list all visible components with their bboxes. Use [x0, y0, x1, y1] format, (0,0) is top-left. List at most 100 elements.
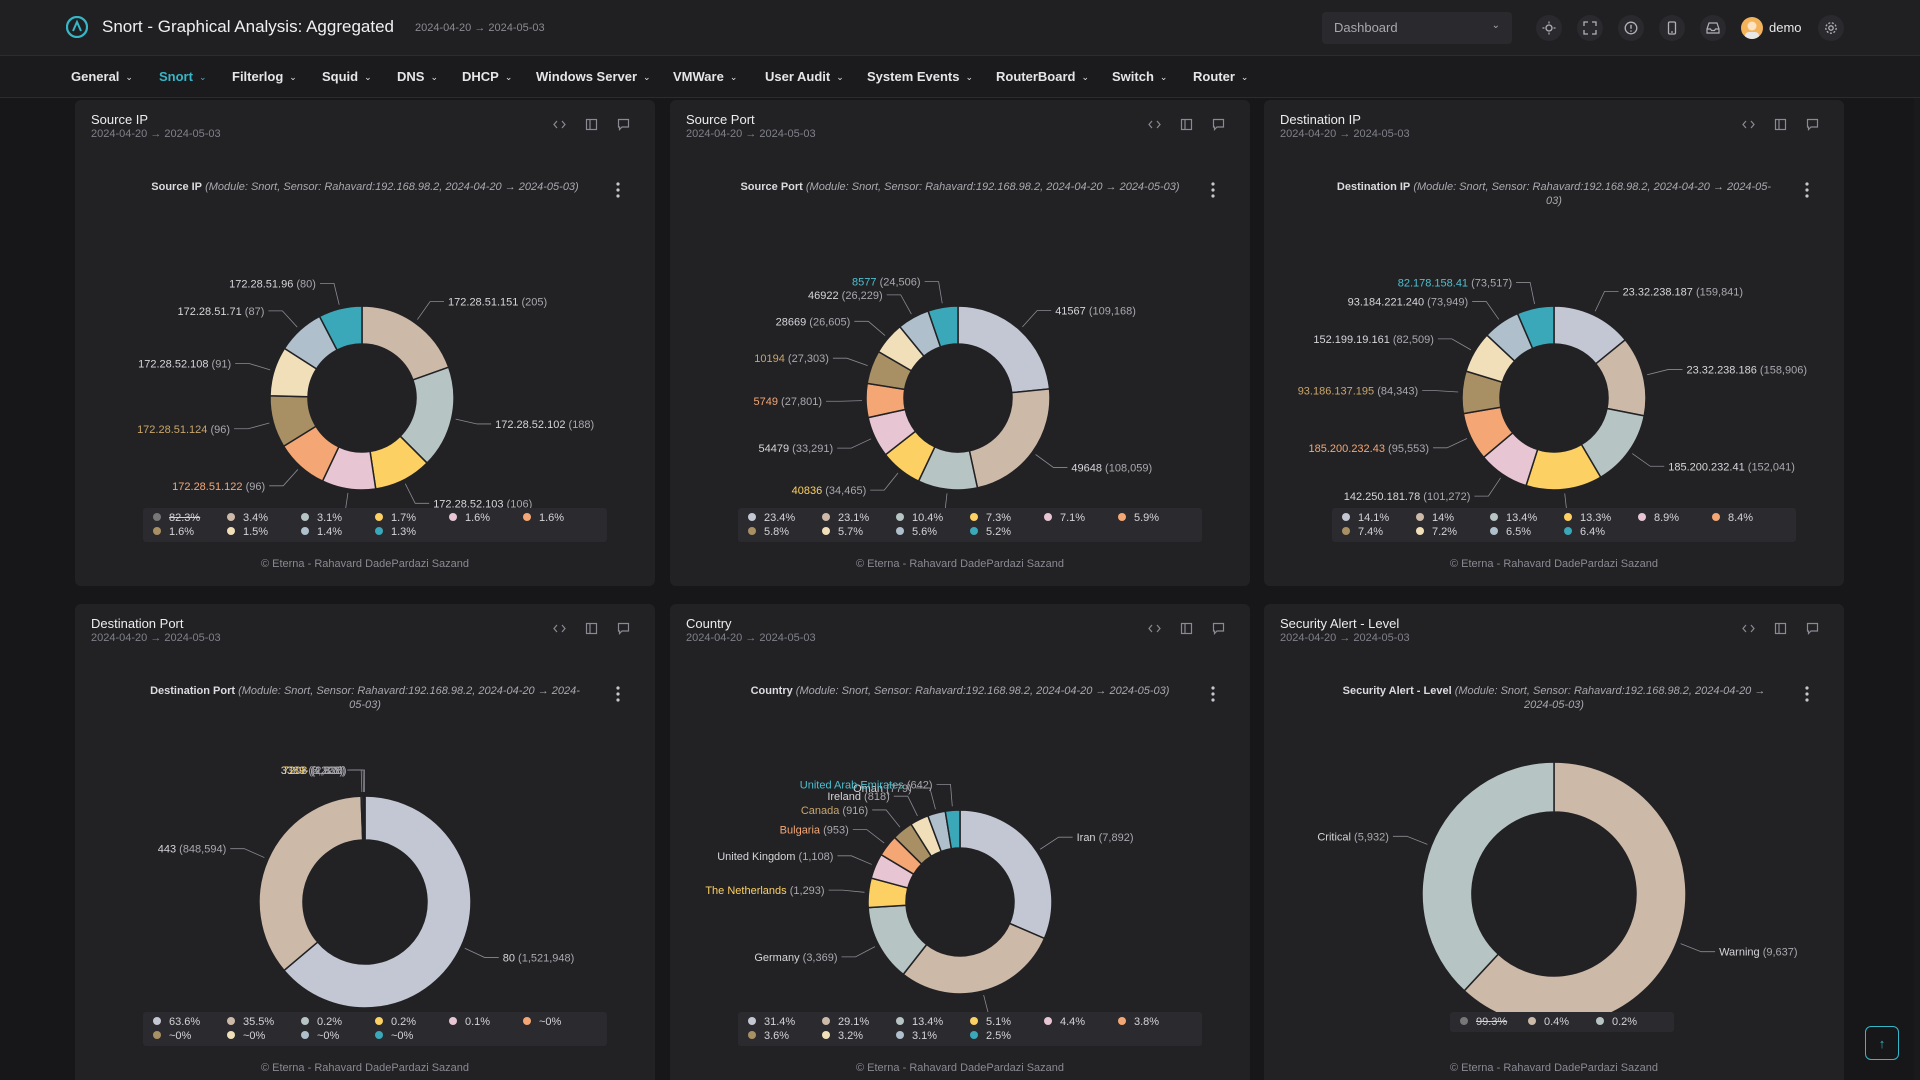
legend-item[interactable]: 3.6% [748, 1030, 822, 1042]
table-view-button[interactable] [1178, 117, 1194, 131]
donut-slice[interactable] [1516, 305, 1555, 350]
legend-item[interactable]: 13.3% [1564, 512, 1638, 524]
legend-item[interactable]: 1.4% [301, 526, 375, 538]
legend-item[interactable]: 7.3% [970, 512, 1044, 524]
legend-item[interactable]: 3.2% [822, 1030, 896, 1042]
nav-windows-server[interactable]: Windows Server ⌄ [536, 69, 651, 84]
legend-item[interactable]: 3.1% [301, 512, 375, 524]
legend-item[interactable]: 0.2% [1596, 1016, 1664, 1028]
chart-menu-button[interactable] [1206, 180, 1220, 200]
legend-item[interactable]: 6.5% [1490, 526, 1564, 538]
nav-vmware[interactable]: VMWare ⌄ [673, 69, 737, 84]
comment-button[interactable] [1804, 117, 1820, 131]
mobile-button[interactable] [1659, 15, 1685, 41]
legend-item[interactable]: ~0% [153, 1030, 227, 1042]
legend-item[interactable]: 23.4% [748, 512, 822, 524]
legend-item[interactable]: 13.4% [896, 1016, 970, 1028]
inbox-button[interactable] [1700, 15, 1726, 41]
legend-item[interactable]: 7.1% [1044, 512, 1118, 524]
legend-item[interactable]: 5.6% [896, 526, 970, 538]
legend-item[interactable]: 82.3% [153, 512, 227, 524]
comment-button[interactable] [1210, 621, 1226, 635]
legend-item[interactable]: 1.6% [449, 512, 523, 524]
legend-item[interactable]: ~0% [523, 1016, 597, 1028]
legend-item[interactable]: 0.2% [375, 1016, 449, 1028]
legend-item[interactable]: 5.1% [970, 1016, 1044, 1028]
nav-filterlog[interactable]: Filterlog ⌄ [232, 69, 297, 84]
legend-item[interactable]: 0.1% [449, 1016, 523, 1028]
nav-snort[interactable]: Snort ⌄ [159, 69, 207, 84]
dashboard-select[interactable]: Dashboard ⌄ [1322, 12, 1512, 44]
donut-slice[interactable] [258, 795, 364, 972]
donut-slice[interactable] [927, 305, 959, 348]
table-view-button[interactable] [583, 621, 599, 635]
theme-toggle-button[interactable] [1536, 15, 1562, 41]
code-view-button[interactable] [1740, 117, 1756, 131]
legend-item[interactable]: 2.5% [970, 1030, 1044, 1042]
legend-item[interactable]: 7.4% [1342, 526, 1416, 538]
legend-item[interactable]: 1.5% [227, 526, 301, 538]
legend-item[interactable]: 8.9% [1638, 512, 1712, 524]
avatar[interactable] [1741, 17, 1763, 39]
legend-item[interactable]: 1.6% [523, 512, 597, 524]
legend-item[interactable]: 3.8% [1118, 1016, 1192, 1028]
legend-item[interactable]: 14.1% [1342, 512, 1416, 524]
legend-item[interactable]: 1.6% [153, 526, 227, 538]
nav-router[interactable]: Router ⌄ [1193, 69, 1248, 84]
user-name[interactable]: demo [1769, 20, 1802, 35]
settings-button[interactable] [1818, 15, 1844, 41]
code-view-button[interactable] [551, 621, 567, 635]
donut-slice[interactable] [944, 809, 961, 850]
table-view-button[interactable] [583, 117, 599, 131]
chart-menu-button[interactable] [1206, 684, 1220, 704]
legend-item[interactable]: 31.4% [748, 1016, 822, 1028]
legend-item[interactable]: ~0% [227, 1030, 301, 1042]
code-view-button[interactable] [1740, 621, 1756, 635]
legend-item[interactable]: 4.4% [1044, 1016, 1118, 1028]
legend-item[interactable]: 5.8% [748, 526, 822, 538]
legend-item[interactable]: 3.1% [896, 1030, 970, 1042]
nav-switch[interactable]: Switch ⌄ [1112, 69, 1167, 84]
chart-menu-button[interactable] [1800, 180, 1814, 200]
legend-item[interactable]: 1.7% [375, 512, 449, 524]
chart-menu-button[interactable] [1800, 684, 1814, 704]
nav-routerboard[interactable]: RouterBoard ⌄ [996, 69, 1089, 84]
nav-general[interactable]: General ⌄ [71, 69, 133, 84]
code-view-button[interactable] [551, 117, 567, 131]
legend-item[interactable]: 5.7% [822, 526, 896, 538]
donut-slice[interactable] [902, 922, 1046, 995]
code-view-button[interactable] [1146, 621, 1162, 635]
donut-slice[interactable] [318, 305, 363, 352]
page-scrollbar[interactable] [1914, 98, 1920, 1080]
donut-slice[interactable] [957, 305, 1051, 394]
legend-item[interactable]: 5.2% [970, 526, 1044, 538]
comment-button[interactable] [615, 621, 631, 635]
alerts-button[interactable] [1618, 15, 1644, 41]
nav-squid[interactable]: Squid ⌄ [322, 69, 372, 84]
code-view-button[interactable] [1146, 117, 1162, 131]
donut-slice[interactable] [1463, 761, 1687, 1027]
legend-item[interactable]: 0.4% [1528, 1016, 1596, 1028]
donut-slice[interactable] [968, 388, 1051, 489]
donut-slice[interactable] [283, 795, 472, 1009]
legend-item[interactable]: 1.3% [375, 526, 449, 538]
legend-item[interactable]: ~0% [301, 1030, 375, 1042]
chart-menu-button[interactable] [611, 180, 625, 200]
legend-item[interactable]: 63.6% [153, 1016, 227, 1028]
nav-system-events[interactable]: System Events ⌄ [867, 69, 973, 84]
legend-item[interactable]: 0.2% [301, 1016, 375, 1028]
table-view-button[interactable] [1772, 621, 1788, 635]
table-view-button[interactable] [1772, 117, 1788, 131]
comment-button[interactable] [1804, 621, 1820, 635]
legend-item[interactable]: ~0% [375, 1030, 449, 1042]
legend-item[interactable]: 23.1% [822, 512, 896, 524]
chart-menu-button[interactable] [611, 684, 625, 704]
legend-item[interactable]: 7.2% [1416, 526, 1490, 538]
donut-slice[interactable] [1421, 761, 1555, 992]
legend-item[interactable]: 10.4% [896, 512, 970, 524]
donut-slice[interactable] [361, 305, 450, 381]
legend-item[interactable]: 8.4% [1712, 512, 1786, 524]
donut-slice[interactable] [363, 795, 366, 841]
legend-item[interactable]: 99.3% [1460, 1016, 1528, 1028]
fullscreen-button[interactable] [1577, 15, 1603, 41]
